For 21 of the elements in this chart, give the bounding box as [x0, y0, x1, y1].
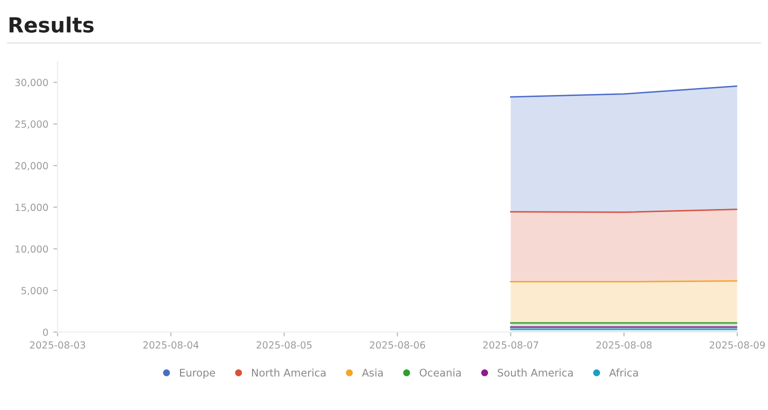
y-tick-label: 25,000: [15, 120, 48, 129]
y-tick-label: 20,000: [15, 162, 48, 170]
y-tick-label: 0: [43, 328, 48, 336]
y-tick-label: 30,000: [15, 78, 48, 88]
legend-label: Asia: [362, 368, 383, 377]
chart-title: Results: [10, 16, 94, 33]
x-tick-label: 2025-08-03: [30, 341, 86, 349]
y-tick-label: 5,000: [21, 286, 48, 296]
legend-label: Europe: [180, 368, 216, 379]
x-tick-label: 2025-08-09: [710, 341, 765, 349]
y-tick-label: 15,000: [16, 204, 48, 212]
x-tick-label: 2025-08-06: [370, 341, 426, 349]
legend-label: Africa: [609, 368, 638, 377]
x-tick-label: 2025-08-07: [483, 341, 538, 349]
x-tick-label: 2025-08-04: [143, 341, 199, 349]
legend-label: North America: [252, 368, 326, 377]
x-tick-label: 2025-08-05: [256, 341, 312, 349]
legend-label: South America: [498, 368, 573, 377]
legend-label: Oceania: [420, 368, 461, 377]
y-tick-label: 10,000: [16, 245, 48, 254]
x-tick-label: 2025-08-08: [596, 341, 652, 349]
